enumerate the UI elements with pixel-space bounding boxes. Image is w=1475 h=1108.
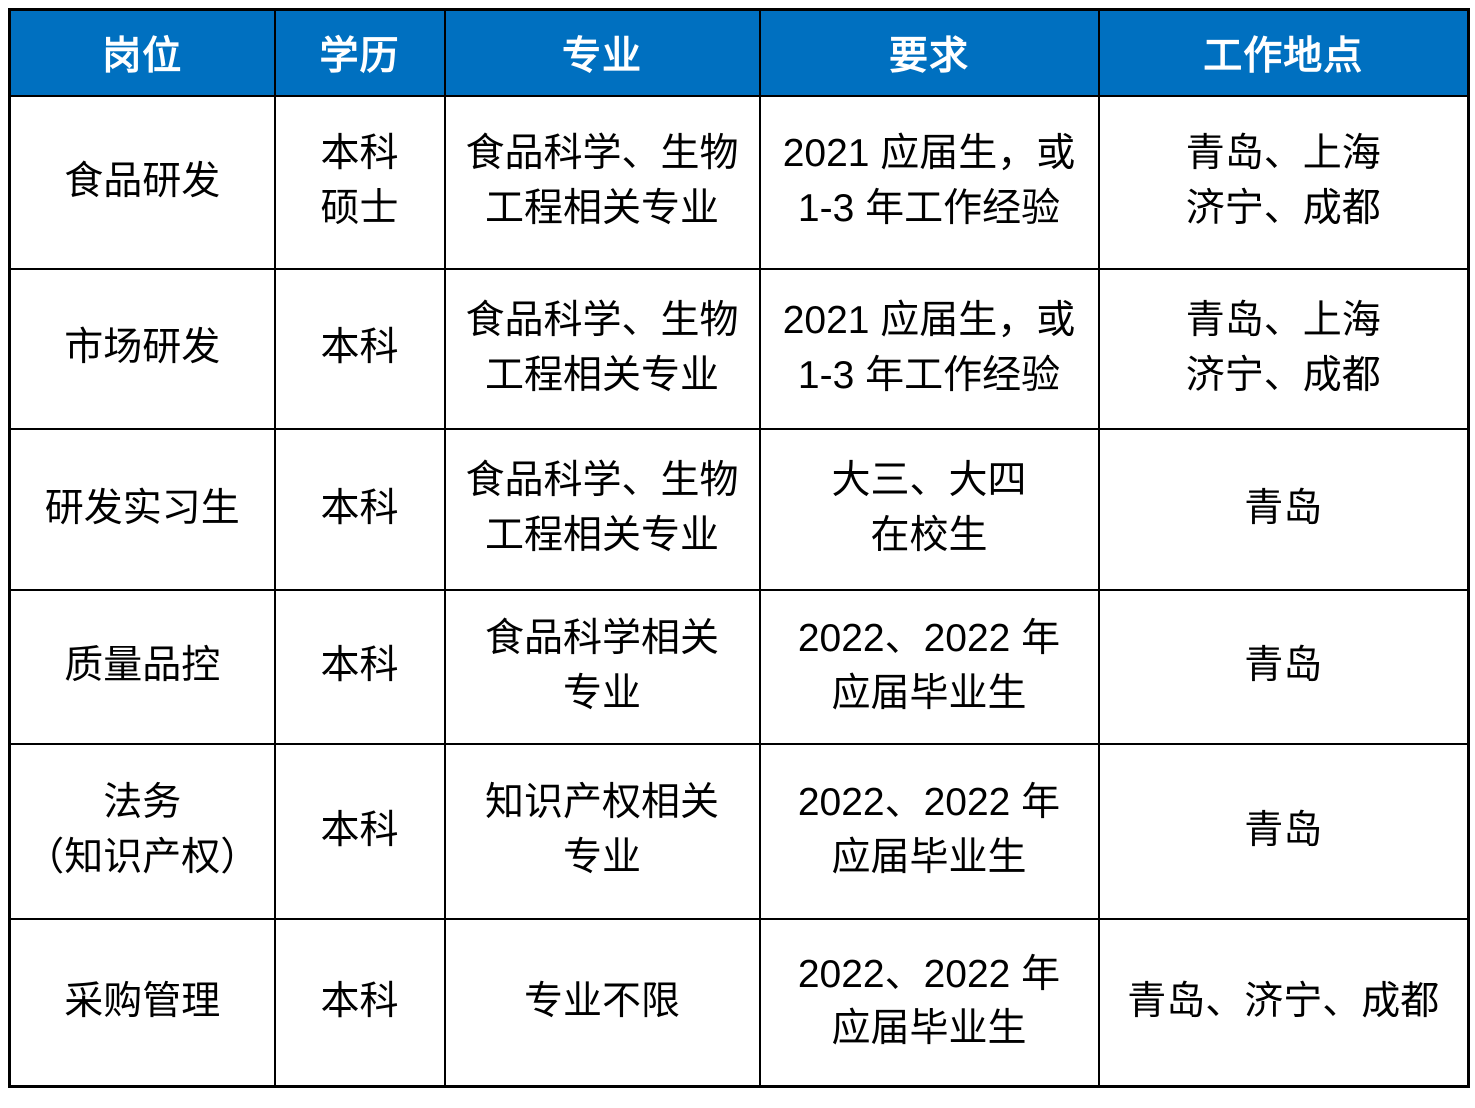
cell-location: 青岛、济宁、成都 [1097, 917, 1470, 1088]
recruitment-table: 岗位 学历 专业 要求 工作地点 食品研发 本科 硕士 食品科学、生物 工程相关… [8, 8, 1470, 1088]
cell-position: 法务 （知识产权） [8, 742, 276, 920]
table-row: 质量品控 本科 食品科学相关 专业 2022、2022 年 应届毕业生 青岛 [8, 588, 1470, 745]
table-row: 研发实习生 本科 食品科学、生物 工程相关专业 大三、大四 在校生 青岛 [8, 427, 1470, 591]
cell-major: 知识产权相关 专业 [443, 742, 761, 920]
cell-location: 青岛 [1097, 427, 1470, 591]
cell-major: 食品科学、生物 工程相关专业 [443, 267, 761, 430]
cell-requirement: 2021 应届生，或 1-3 年工作经验 [758, 94, 1100, 270]
table-row: 食品研发 本科 硕士 食品科学、生物 工程相关专业 2021 应届生，或 1-3… [8, 94, 1470, 270]
cell-education: 本科 硕士 [273, 94, 446, 270]
cell-education: 本科 [273, 742, 446, 920]
cell-education: 本科 [273, 917, 446, 1088]
cell-position: 采购管理 [8, 917, 276, 1088]
header-cell-major: 专业 [443, 8, 761, 97]
cell-education: 本科 [273, 267, 446, 430]
header-cell-location: 工作地点 [1097, 8, 1470, 97]
table-row: 法务 （知识产权） 本科 知识产权相关 专业 2022、2022 年 应届毕业生… [8, 742, 1470, 920]
cell-major: 食品科学、生物 工程相关专业 [443, 94, 761, 270]
cell-requirement: 2022、2022 年 应届毕业生 [758, 742, 1100, 920]
table-row: 采购管理 本科 专业不限 2022、2022 年 应届毕业生 青岛、济宁、成都 [8, 917, 1470, 1088]
cell-location: 青岛、上海 济宁、成都 [1097, 267, 1470, 430]
cell-requirement: 大三、大四 在校生 [758, 427, 1100, 591]
cell-position: 食品研发 [8, 94, 276, 270]
cell-position: 质量品控 [8, 588, 276, 745]
cell-education: 本科 [273, 588, 446, 745]
cell-location: 青岛 [1097, 742, 1470, 920]
cell-major: 食品科学相关 专业 [443, 588, 761, 745]
header-cell-position: 岗位 [8, 8, 276, 97]
cell-position: 研发实习生 [8, 427, 276, 591]
cell-position: 市场研发 [8, 267, 276, 430]
cell-requirement: 2022、2022 年 应届毕业生 [758, 917, 1100, 1088]
cell-major: 食品科学、生物 工程相关专业 [443, 427, 761, 591]
header-cell-education: 学历 [273, 8, 446, 97]
header-row: 岗位 学历 专业 要求 工作地点 [8, 8, 1470, 97]
cell-requirement: 2021 应届生，或 1-3 年工作经验 [758, 267, 1100, 430]
table-row: 市场研发 本科 食品科学、生物 工程相关专业 2021 应届生，或 1-3 年工… [8, 267, 1470, 430]
cell-location: 青岛 [1097, 588, 1470, 745]
cell-major: 专业不限 [443, 917, 761, 1088]
header-cell-requirement: 要求 [758, 8, 1100, 97]
cell-requirement: 2022、2022 年 应届毕业生 [758, 588, 1100, 745]
cell-location: 青岛、上海 济宁、成都 [1097, 94, 1470, 270]
cell-education: 本科 [273, 427, 446, 591]
